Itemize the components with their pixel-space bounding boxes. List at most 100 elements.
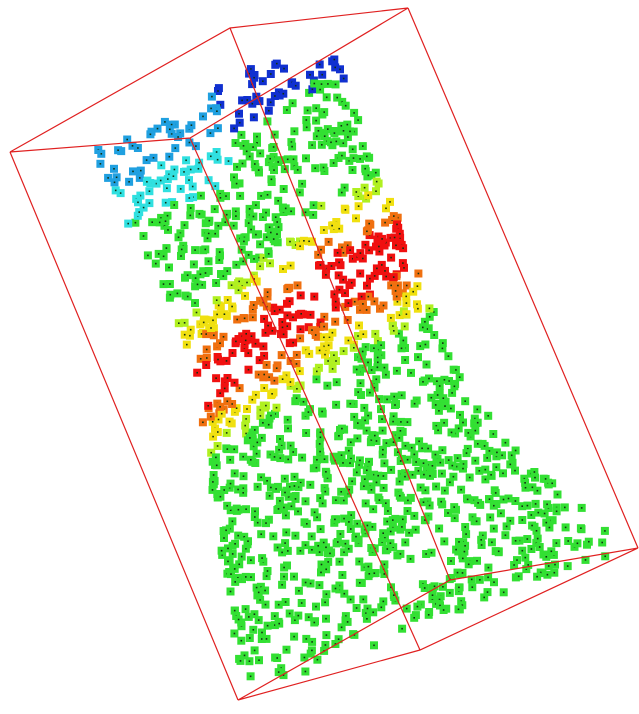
point-center	[441, 472, 443, 475]
point-center	[455, 465, 458, 468]
point-center	[281, 584, 283, 586]
point-center	[271, 393, 273, 395]
point-center	[268, 376, 270, 378]
point-center	[364, 478, 366, 480]
point-center	[439, 461, 442, 464]
point-center	[323, 229, 325, 231]
point-center	[526, 538, 529, 540]
point-center	[320, 248, 322, 251]
point-center	[276, 657, 278, 659]
point-center	[268, 109, 270, 112]
point-center	[524, 482, 526, 484]
point-center	[378, 245, 380, 248]
point-center	[254, 163, 256, 165]
point-center	[318, 443, 321, 445]
point-center	[265, 575, 268, 577]
point-center	[255, 95, 258, 98]
point-center	[149, 133, 152, 136]
point-center	[137, 201, 139, 204]
point-center	[147, 254, 149, 257]
point-center	[255, 233, 257, 236]
point-center	[514, 540, 517, 542]
point-center	[215, 377, 217, 379]
point-center	[250, 228, 252, 231]
point-center	[248, 660, 251, 662]
point-center	[274, 624, 276, 626]
point-center	[274, 216, 277, 218]
point-center	[220, 412, 223, 415]
point-center	[423, 587, 426, 589]
point-center	[285, 648, 288, 651]
point-center	[510, 454, 513, 457]
point-center	[333, 293, 336, 296]
point-center	[276, 221, 278, 223]
point-center	[521, 505, 523, 507]
point-center	[322, 541, 325, 544]
point-center	[326, 477, 329, 479]
point-center	[186, 295, 189, 298]
point-center	[352, 157, 355, 159]
point-center	[398, 314, 401, 316]
point-center	[254, 429, 256, 431]
point-center	[504, 534, 507, 536]
point-center	[295, 397, 298, 399]
point-center	[319, 450, 321, 453]
point-center	[374, 333, 377, 335]
point-center	[340, 125, 343, 127]
point-center	[327, 360, 329, 362]
point-center	[377, 340, 379, 342]
point-center	[403, 325, 406, 328]
point-center	[230, 573, 232, 575]
point-center	[336, 252, 339, 254]
point-center	[322, 166, 325, 169]
point-center	[231, 305, 233, 308]
point-center	[377, 361, 379, 364]
point-center	[304, 581, 307, 584]
point-center	[389, 542, 392, 544]
point-center	[259, 415, 262, 417]
point-center	[262, 422, 264, 424]
point-center	[235, 340, 237, 343]
point-center	[197, 168, 200, 170]
point-center	[180, 255, 182, 257]
point-center	[537, 511, 540, 514]
point-center	[313, 621, 316, 624]
point-center	[384, 221, 386, 224]
point-center	[407, 499, 409, 502]
point-center	[455, 548, 457, 551]
point-center	[362, 598, 365, 601]
point-center	[340, 626, 343, 629]
point-center	[261, 638, 263, 640]
point-center	[364, 167, 366, 170]
point-center	[222, 275, 225, 277]
point-center	[189, 334, 191, 337]
point-center	[212, 481, 214, 483]
point-center	[487, 576, 489, 579]
point-center	[343, 551, 345, 553]
point-center	[396, 223, 398, 226]
point-center	[349, 598, 352, 601]
box-edge	[407, 7, 639, 549]
point-center	[313, 295, 316, 298]
point-center	[341, 427, 343, 430]
point-center	[392, 276, 395, 278]
point-center	[207, 260, 210, 263]
point-center	[220, 549, 223, 552]
point-center	[431, 465, 434, 467]
point-center	[399, 233, 401, 235]
point-center	[319, 436, 322, 439]
point-center	[382, 487, 385, 489]
point-center	[233, 381, 236, 384]
point-center	[139, 194, 142, 197]
point-center	[205, 348, 208, 351]
point-center	[126, 138, 128, 141]
point-center	[270, 486, 272, 489]
point-center	[442, 397, 445, 399]
point-center	[419, 345, 421, 347]
point-center	[447, 355, 450, 357]
point-center	[275, 488, 277, 490]
point-center	[237, 577, 239, 579]
point-center	[236, 166, 238, 168]
point-center	[252, 316, 254, 319]
point-center	[231, 553, 234, 555]
